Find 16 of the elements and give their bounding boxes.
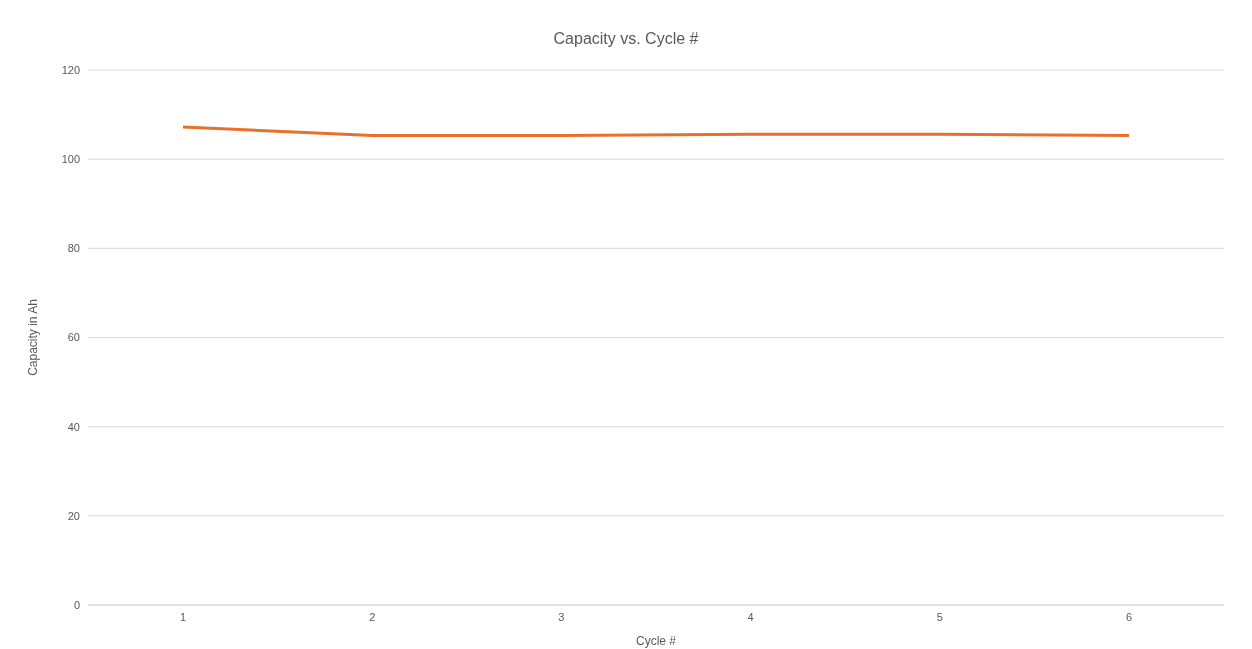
x-tick-label: 1 [179, 610, 187, 623]
y-tick-label: 0 [73, 598, 80, 611]
x-tick-label: 6 [1125, 610, 1133, 623]
y-tick-label: 120 [61, 63, 80, 76]
x-tick-label: 5 [936, 610, 943, 623]
x-tick-label: 4 [747, 610, 754, 623]
y-tick-label: 20 [67, 509, 80, 522]
x-axis-title: Cycle # [635, 634, 677, 648]
y-tick-label: 60 [67, 331, 80, 344]
x-tick-label: 2 [369, 610, 376, 623]
y-tick-label: 100 [61, 153, 80, 166]
chart-title: Capacity vs. Cycle # [552, 29, 700, 49]
y-tick-label: 40 [67, 420, 80, 433]
y-tick-label: 80 [67, 242, 80, 255]
y-axis-title: Capacity in Ah [26, 299, 41, 376]
x-tick-label: 3 [558, 610, 565, 623]
